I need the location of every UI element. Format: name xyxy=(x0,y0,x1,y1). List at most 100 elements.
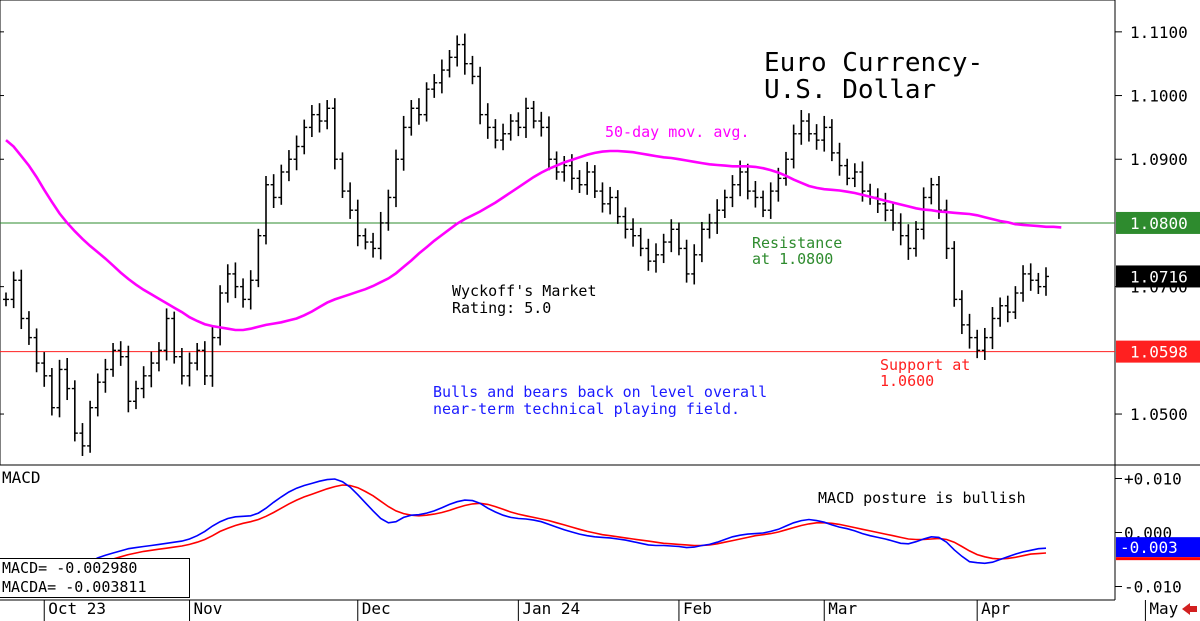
price-bar xyxy=(591,165,598,198)
support-value-box: 1.0598 xyxy=(1116,340,1200,363)
price-bar xyxy=(698,221,705,263)
price-bar xyxy=(920,187,927,240)
price-bar xyxy=(140,366,147,399)
price-bar xyxy=(599,182,606,213)
price-bar xyxy=(178,347,185,385)
price-bar xyxy=(484,103,491,139)
price-bar xyxy=(507,114,514,141)
price-bar xyxy=(1043,267,1049,296)
price-bar xyxy=(18,269,25,330)
price-bar xyxy=(79,423,86,456)
x-tick-label: May xyxy=(1149,599,1178,618)
price-bar xyxy=(668,219,675,253)
price-bar xyxy=(301,119,308,155)
price-bar xyxy=(163,308,170,361)
price-bar xyxy=(683,239,690,283)
price-bar xyxy=(339,152,346,198)
price-bar xyxy=(798,110,805,145)
price-bar xyxy=(217,285,224,346)
price-bar xyxy=(385,189,392,231)
price-bar xyxy=(744,163,751,200)
resistance-note-line-1: Resistance xyxy=(752,234,842,252)
price-bar xyxy=(347,182,354,219)
price-bar xyxy=(653,243,659,273)
price-bar xyxy=(133,380,139,410)
price-bar xyxy=(446,49,453,78)
price-bar xyxy=(989,307,996,350)
price-bar xyxy=(3,292,9,307)
chart-title-line-1: Euro Currency- xyxy=(764,48,983,78)
price-bar xyxy=(477,66,484,125)
price-bar xyxy=(125,345,132,413)
price-bar xyxy=(630,218,637,247)
scroll-left-arrow-icon[interactable] xyxy=(1182,603,1197,615)
price-bar xyxy=(110,343,117,377)
price-bar xyxy=(87,400,94,453)
price-bar xyxy=(828,119,835,162)
macd-legend-label: MACD= xyxy=(2,559,48,577)
price-bar xyxy=(897,213,904,246)
moving-average-line xyxy=(5,139,1062,332)
price-bar xyxy=(882,192,889,222)
price-bar xyxy=(997,297,1004,327)
price-bar xyxy=(33,328,40,373)
price-bar xyxy=(813,124,820,150)
price-bar xyxy=(951,241,958,307)
price-bar xyxy=(783,151,789,186)
price-bar xyxy=(614,190,621,224)
x-tick-label: Mar xyxy=(828,599,857,618)
price-bar xyxy=(530,100,537,129)
ma50-polyline xyxy=(5,139,1062,332)
price-bar xyxy=(263,176,269,245)
price-bar xyxy=(194,343,201,371)
price-bar xyxy=(1020,265,1027,302)
price-bar xyxy=(155,342,162,372)
price-bar xyxy=(324,100,331,130)
macda-legend-label: MACDA= xyxy=(2,578,57,596)
price-bar xyxy=(905,224,912,260)
commentary-line-1: Bulls and bears back on level overall xyxy=(433,383,767,401)
macd-tick-label: +0.010 xyxy=(1124,470,1182,489)
x-tick-label: Nov xyxy=(194,599,223,618)
price-tick-label: 1.1000 xyxy=(1130,87,1188,106)
ma-label: 50-day mov. avg. xyxy=(605,123,750,141)
x-axis: Oct 23 Nov Dec Jan 24 Feb Mar Apr May xyxy=(43,599,1179,621)
price-bar xyxy=(201,341,208,385)
price-bar xyxy=(660,233,667,264)
price-bar xyxy=(721,189,728,219)
svg-text:1.0800: 1.0800 xyxy=(1130,214,1188,233)
price-bar xyxy=(308,105,315,138)
price-bar xyxy=(64,357,71,401)
price-tick-label: 1.0900 xyxy=(1130,150,1188,169)
price-bar xyxy=(148,351,155,388)
price-bar xyxy=(71,380,78,442)
price-tick-label: 1.0500 xyxy=(1130,405,1188,424)
x-tick-label: Feb xyxy=(683,599,712,618)
price-bar xyxy=(285,150,292,182)
price-bar xyxy=(500,123,507,151)
price-bar xyxy=(974,329,981,359)
svg-text:1.0598: 1.0598 xyxy=(1130,343,1188,362)
price-bar xyxy=(400,115,407,171)
price-bar xyxy=(469,55,476,85)
price-bar xyxy=(874,188,881,214)
price-bar xyxy=(675,222,682,256)
price-bar xyxy=(607,186,614,215)
macd-value-box: -0.003 xyxy=(1116,537,1200,561)
macd-series-macd xyxy=(5,478,1047,577)
price-bar xyxy=(377,211,384,260)
price-bar xyxy=(767,182,774,219)
price-bar xyxy=(538,111,545,137)
x-tick-label: Apr xyxy=(981,599,1010,618)
macd-legend-row-macda: MACDA= -0.003811 xyxy=(2,578,189,597)
support-note-line-1: Support at xyxy=(880,356,970,374)
price-bar xyxy=(928,177,935,205)
price-bar xyxy=(354,199,361,247)
price-bar xyxy=(790,124,797,169)
price-bar xyxy=(867,183,874,205)
price-bar xyxy=(1004,295,1011,323)
macd-legend-row-macd: MACD= -0.002980 xyxy=(2,559,189,578)
price-bar xyxy=(1012,286,1019,320)
price-bar xyxy=(1027,263,1034,291)
